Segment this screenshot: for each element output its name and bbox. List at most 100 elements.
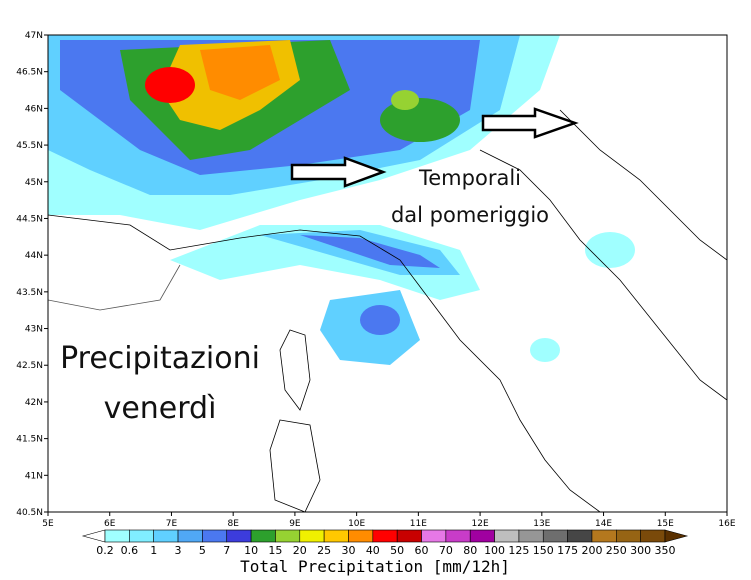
colorbar-label: 3: [175, 544, 182, 557]
lat-tick-label: 46.5N: [16, 68, 43, 78]
colorbar-cell: [323, 529, 349, 543]
coastlines: [48, 109, 727, 512]
colorbar-cell: [226, 529, 252, 543]
colorbar-cell: [104, 529, 130, 543]
annotation-line: venerdì: [104, 391, 217, 426]
coastline: [479, 149, 727, 401]
colorbar-label: 40: [366, 544, 380, 557]
colorbar-label: 0.2: [96, 544, 114, 557]
precip-area: [300, 235, 440, 268]
lat-tick-label: 40.5N: [16, 508, 43, 518]
colorbar-cell: [396, 529, 422, 543]
colorbar-end: [81, 529, 106, 543]
arrow: [481, 107, 579, 139]
precip-area: [380, 98, 460, 142]
lon-tick-label: 12E: [472, 519, 489, 529]
border: [48, 264, 181, 311]
colorbar-cell: [518, 529, 544, 543]
annotation-line: dal pomeriggio: [391, 203, 549, 227]
lat-tick-label: 42N: [25, 398, 43, 408]
colorbar-label: 100: [484, 544, 505, 557]
precip-area: [391, 90, 419, 110]
lat-tick-label: 43.5N: [16, 288, 43, 298]
annotation-line: Temporali: [418, 166, 521, 190]
colorbar-cell: [591, 529, 617, 543]
colorbar-cell: [616, 529, 641, 543]
lat-tick-label: 43N: [25, 325, 43, 335]
colorbar-cell: [469, 529, 495, 543]
colorbar-cell: [177, 529, 203, 543]
colorbar-label: 50: [390, 544, 404, 557]
arrows: [290, 107, 579, 188]
annotation-line: Precipitazioni: [60, 341, 260, 376]
colorbar-label: 7: [223, 544, 230, 557]
colorbar-label: 250: [606, 544, 627, 557]
colorbar-cell: [372, 529, 398, 543]
colorbar-label: 10: [244, 544, 258, 557]
lon-tick-label: 13E: [533, 519, 550, 529]
colorbar-label: 5: [199, 544, 206, 557]
lon-tick-label: 10E: [348, 519, 365, 529]
colorbar-label: 125: [508, 544, 529, 557]
lat-tick-label: 45.5N: [16, 141, 43, 151]
coastline: [48, 214, 601, 512]
lat-tick-label: 41N: [25, 471, 43, 481]
colorbar-cell: [567, 529, 593, 543]
colorbar-cell: [348, 529, 374, 543]
lon-tick-label: 5E: [42, 519, 54, 529]
lon-tick-label: 15E: [657, 519, 674, 529]
precipitation-field: [48, 35, 635, 365]
colorbar-cell: [275, 529, 301, 543]
colorbar-label: 60: [415, 544, 429, 557]
axis-ticks: 47N 46.5N 46N 45.5N 45N 44.5N 44N 43.5N 43N 42.5N…: [16, 31, 736, 529]
arrow: [290, 156, 387, 188]
lon-tick-label: 9E: [289, 519, 301, 529]
colorbar-label: 0.6: [121, 544, 139, 557]
colorbar-label: 70: [439, 544, 453, 557]
precip-area: [360, 305, 400, 335]
colorbar-label: 200: [581, 544, 602, 557]
lat-tick-label: 44N: [25, 251, 43, 261]
colorbar-end: [664, 529, 689, 543]
lat-tick-label: 42.5N: [16, 361, 43, 371]
precip-area: [530, 338, 560, 362]
colorbar-cell: [129, 529, 154, 543]
precip-area: [585, 232, 635, 268]
colorbar-cell: [542, 529, 568, 543]
lon-tick-label: 7E: [166, 519, 178, 529]
colorbar-label: 1: [150, 544, 157, 557]
colorbar-cell: [494, 529, 520, 543]
island-outline: [269, 419, 321, 512]
colorbar: 0.2 0.6 1 3 5 7 10 15 20 25 30 40 50 60 70 80 100 125 150 1…: [81, 529, 689, 557]
lat-tick-label: 46N: [25, 104, 43, 114]
colorbar-label: 175: [557, 544, 578, 557]
colorbar-label: 20: [293, 544, 307, 557]
colorbar-cell: [153, 529, 179, 543]
colorbar-title: Total Precipitation [mm/12h]: [240, 557, 510, 576]
colorbar-cell: [445, 529, 471, 543]
lat-tick-label: 47N: [25, 31, 43, 41]
precip-area: [145, 67, 195, 103]
colorbar-label: 30: [341, 544, 355, 557]
lat-tick-label: 41.5N: [16, 435, 43, 445]
island-outline: [279, 329, 311, 411]
lon-tick-label: 6E: [104, 519, 116, 529]
colorbar-label: 15: [268, 544, 282, 557]
colorbar-label: 150: [533, 544, 554, 557]
lat-tick-label: 45N: [25, 178, 43, 188]
colorbar-label: 350: [655, 544, 676, 557]
colorbar-cell: [640, 529, 666, 543]
map-frame: [47, 34, 728, 513]
colorbar-cell: [202, 529, 228, 543]
lat-tick-label: 44.5N: [16, 214, 43, 224]
colorbar-label: 80: [463, 544, 477, 557]
colorbar-cell: [299, 529, 325, 543]
lon-tick-label: 11E: [410, 519, 427, 529]
lon-tick-label: 14E: [595, 519, 612, 529]
coastline: [559, 109, 727, 261]
colorbar-label: 300: [630, 544, 651, 557]
lon-tick-label: 16E: [718, 519, 735, 529]
colorbar-label: 25: [317, 544, 331, 557]
colorbar-cell: [421, 529, 447, 543]
